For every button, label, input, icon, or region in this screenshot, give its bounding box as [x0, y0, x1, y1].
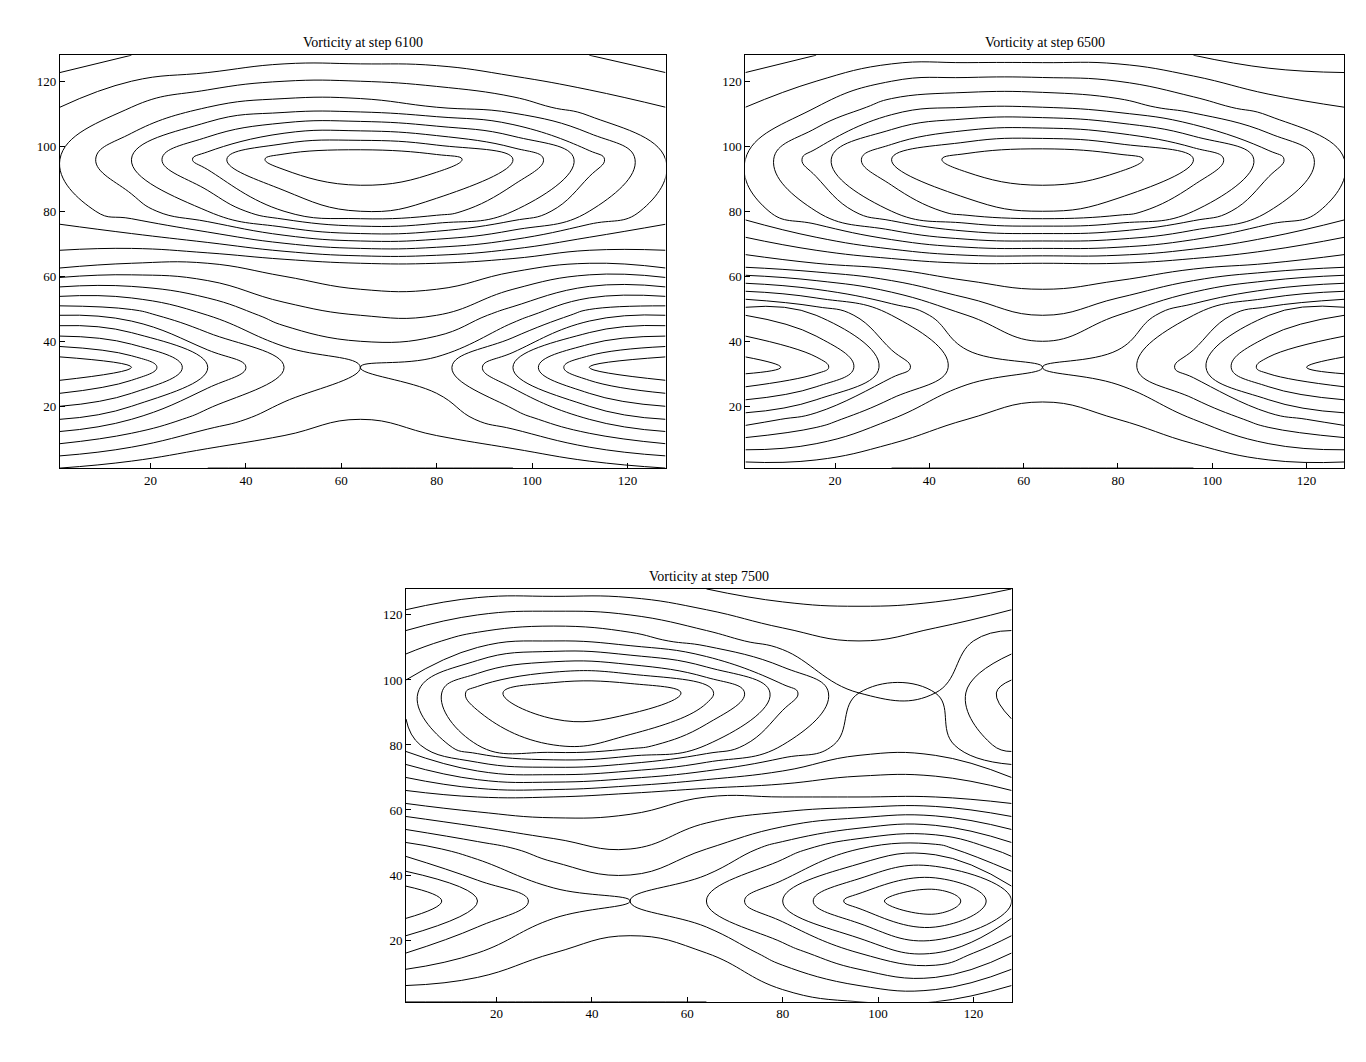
- svg-text:20: 20: [829, 473, 842, 488]
- svg-text:20: 20: [490, 1006, 503, 1021]
- svg-text:100: 100: [383, 673, 403, 688]
- svg-text:20: 20: [729, 399, 742, 414]
- svg-text:120: 120: [383, 607, 403, 622]
- svg-text:40: 40: [585, 1006, 598, 1021]
- svg-text:40: 40: [729, 334, 742, 349]
- svg-text:60: 60: [681, 1006, 694, 1021]
- svg-text:120: 120: [618, 473, 638, 488]
- svg-text:40: 40: [43, 334, 56, 349]
- svg-text:100: 100: [1203, 473, 1223, 488]
- svg-text:100: 100: [868, 1006, 888, 1021]
- svg-text:Vorticity at step 6500: Vorticity at step 6500: [985, 35, 1105, 50]
- svg-text:60: 60: [729, 269, 742, 284]
- svg-text:40: 40: [389, 868, 402, 883]
- svg-text:60: 60: [389, 803, 402, 818]
- svg-text:Vorticity at step 7500: Vorticity at step 7500: [649, 569, 769, 584]
- svg-text:60: 60: [1017, 473, 1030, 488]
- svg-text:20: 20: [389, 933, 402, 948]
- svg-text:20: 20: [144, 473, 157, 488]
- svg-text:120: 120: [722, 74, 742, 89]
- svg-text:100: 100: [722, 139, 742, 154]
- svg-text:80: 80: [430, 473, 443, 488]
- svg-text:40: 40: [923, 473, 936, 488]
- svg-text:80: 80: [729, 204, 742, 219]
- svg-text:80: 80: [776, 1006, 789, 1021]
- svg-text:120: 120: [37, 74, 57, 89]
- svg-text:100: 100: [522, 473, 542, 488]
- svg-text:Vorticity at step 6100: Vorticity at step 6100: [303, 35, 423, 50]
- svg-text:60: 60: [43, 269, 56, 284]
- svg-text:40: 40: [239, 473, 252, 488]
- svg-text:120: 120: [964, 1006, 984, 1021]
- svg-text:60: 60: [335, 473, 348, 488]
- svg-text:80: 80: [389, 738, 402, 753]
- svg-text:80: 80: [43, 204, 56, 219]
- svg-text:100: 100: [37, 139, 57, 154]
- svg-text:80: 80: [1111, 473, 1124, 488]
- svg-text:120: 120: [1297, 473, 1317, 488]
- svg-text:20: 20: [43, 399, 56, 414]
